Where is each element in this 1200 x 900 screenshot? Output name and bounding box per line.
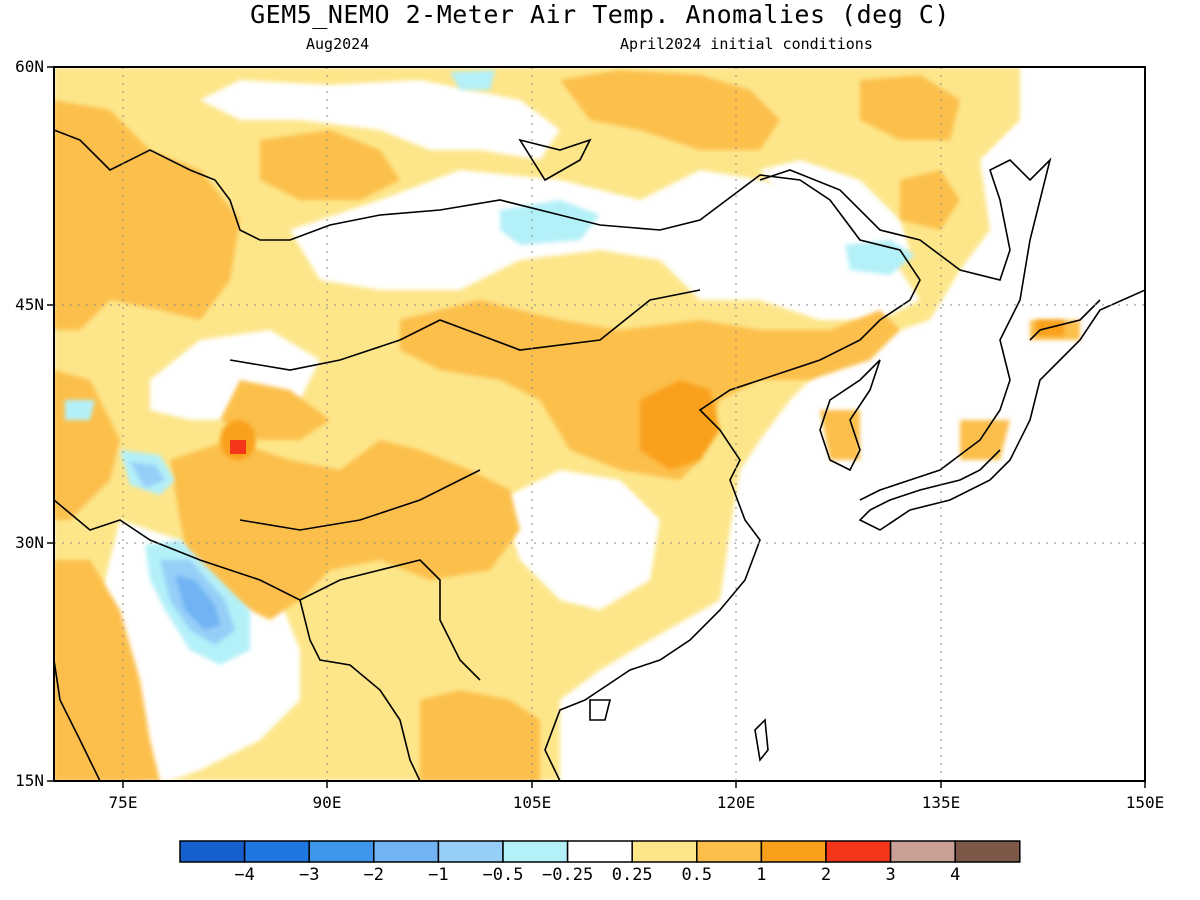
colorbar-tick-label: −3 <box>299 865 319 885</box>
colorbar-tick-label: −4 <box>234 865 254 885</box>
colorbar-swatch <box>954 840 1021 863</box>
x-tick-label: 135E <box>922 793 961 812</box>
contour-0p5 <box>54 70 1080 781</box>
x-tick-label: 75E <box>109 793 138 812</box>
colorbar-tick-label: 0.25 <box>612 865 653 885</box>
colorbar-tick-label: −1 <box>428 865 448 885</box>
colorbar-tick-label: 4 <box>950 865 960 885</box>
plot-frame <box>53 66 1146 782</box>
colorbar-swatch <box>825 840 892 863</box>
contour-hole-mongolia <box>290 170 920 320</box>
chart-title: GEM5_NEMO 2-Meter Air Temp. Anomalies (d… <box>250 0 950 29</box>
y-tick-label: 60N <box>15 57 44 76</box>
contour-neg-1 <box>175 575 220 630</box>
axis-ticks <box>47 66 1146 788</box>
initial-conditions: April2024 initial conditions <box>620 35 873 53</box>
forecast-period: Aug2024 <box>306 35 370 53</box>
contour-2 <box>230 440 246 454</box>
colorbar-tick-label: 1 <box>756 865 766 885</box>
x-tick-label: 150E <box>1126 793 1165 812</box>
contour-hole-north <box>200 80 560 160</box>
colorbar-swatch <box>631 840 698 863</box>
x-tick-label: 120E <box>717 793 756 812</box>
colorbar-swatch <box>308 840 375 863</box>
colorbar-tick-label: 2 <box>821 865 831 885</box>
contour-hole-sichuan <box>500 470 660 610</box>
y-tick-label: 15N <box>15 771 44 790</box>
anomaly-field <box>54 67 1145 781</box>
colorbar-tick-label: 0.5 <box>681 865 712 885</box>
colorbar-swatch <box>179 840 246 863</box>
x-tick-label: 90E <box>313 793 342 812</box>
x-tick-label: 105E <box>513 793 552 812</box>
colorbar: −4 −3 −2 −1 −0.5 −0.25 0.25 0.5 1 2 3 4 <box>179 840 1021 885</box>
coastlines <box>54 129 1145 781</box>
colorbar-tick-label: −0.25 <box>542 865 593 885</box>
y-tick-label: 45N <box>15 295 44 314</box>
colorbar-tick-label: −2 <box>364 865 384 885</box>
contour-1 <box>220 320 1064 470</box>
colorbar-swatch <box>566 840 633 863</box>
colorbar-swatch <box>373 840 440 863</box>
colorbar-tick-label: −0.5 <box>483 865 524 885</box>
grid-lines <box>54 67 1145 781</box>
colorbar-swatch <box>437 840 504 863</box>
colorbar-swatch <box>760 840 827 863</box>
y-tick-label: 30N <box>15 533 44 552</box>
colorbar-swatch <box>889 840 956 863</box>
colorbar-swatch <box>696 840 763 863</box>
colorbar-tick-label: 3 <box>885 865 895 885</box>
colorbar-swatch <box>502 840 569 863</box>
contour-hole-ne <box>760 160 910 260</box>
colorbar-swatch <box>243 840 310 863</box>
